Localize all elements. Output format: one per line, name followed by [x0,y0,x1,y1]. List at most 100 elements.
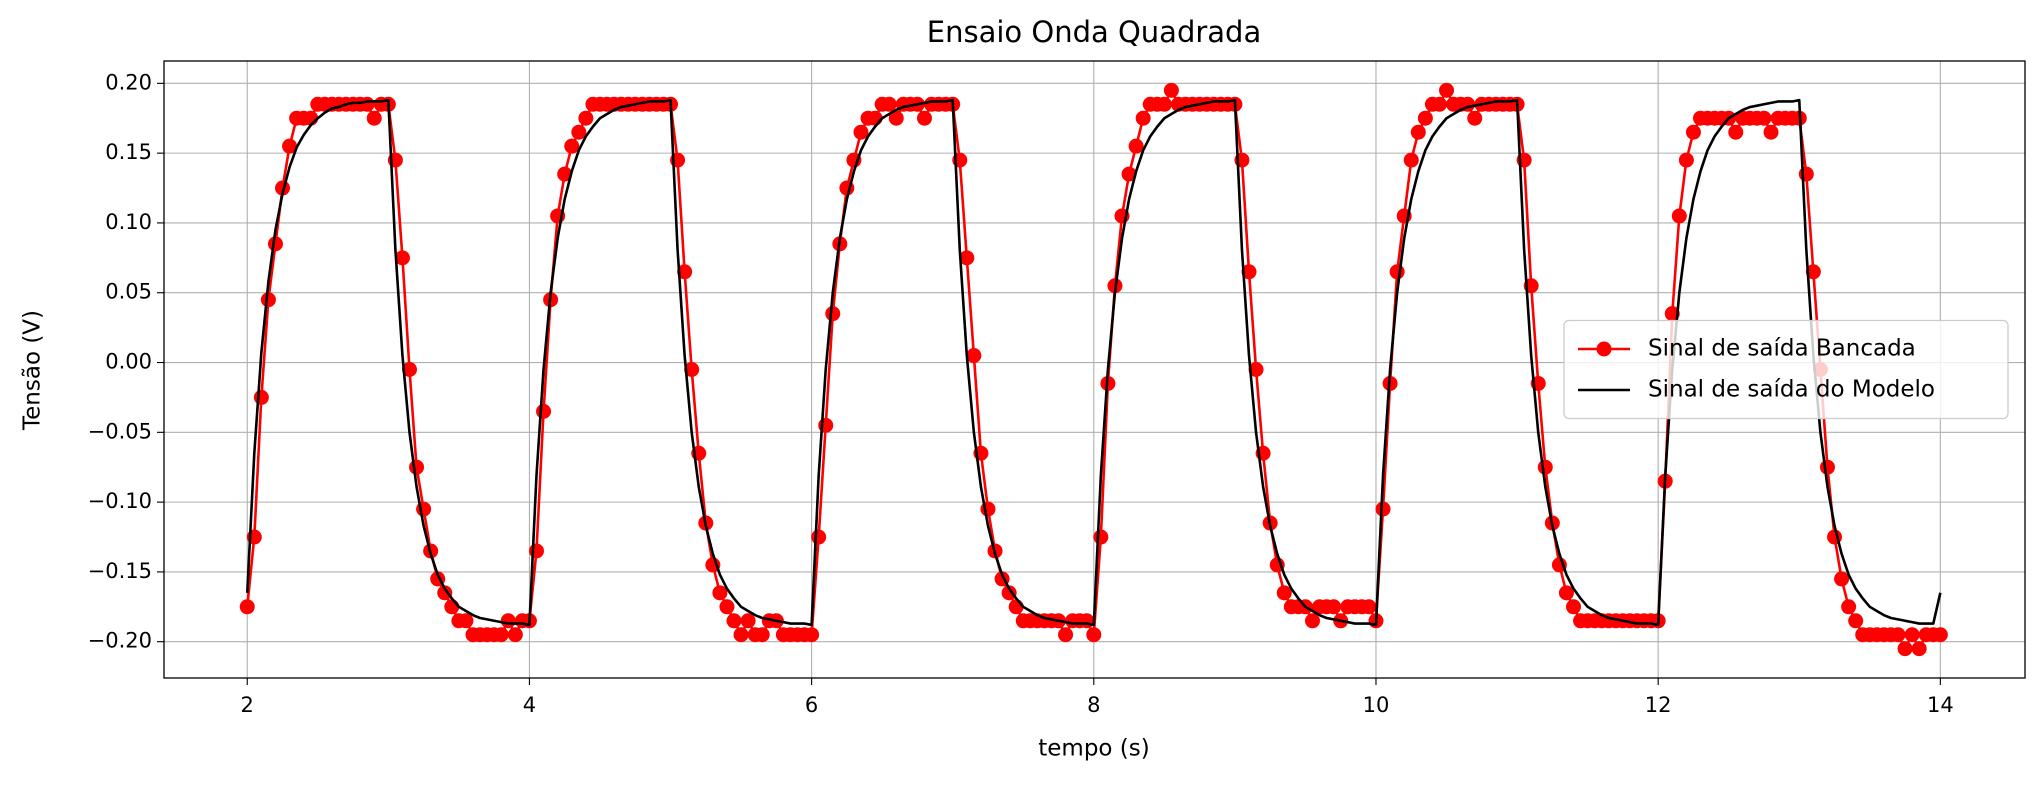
data-point [1093,529,1109,545]
data-point [253,389,269,405]
x-tick-label: 2 [241,693,254,717]
legend-label: Sinal de saída Bancada [1648,336,1916,362]
data-point [959,250,975,266]
data-point [1756,110,1772,126]
data-point [733,627,749,643]
data-point [1241,264,1257,280]
data-point [578,110,594,126]
data-point [1834,571,1850,587]
data-point [1403,152,1419,168]
data-point [359,96,375,112]
data-point [684,362,700,377]
data-point [1156,96,1172,112]
y-tick-label: −0.15 [88,559,152,583]
data-point [1389,264,1405,280]
data-point [916,110,932,126]
data-point [867,110,883,126]
data-point [493,627,509,643]
data-point [881,96,897,112]
legend-label: Sinal de saída do Modelo [1648,377,1935,403]
data-point [1678,152,1694,168]
y-tick-label: 0.05 [105,280,152,304]
data-point [1819,459,1835,475]
data-point [740,613,756,629]
data-point [1890,627,1906,643]
data-point [366,110,382,126]
data-point [1897,641,1913,657]
data-point [1128,138,1144,154]
data-point [1537,459,1553,475]
data-point [239,599,255,615]
data-point [712,585,728,601]
data-point [1671,208,1687,224]
data-point [811,529,827,545]
data-point [1058,627,1074,643]
data-point [394,250,410,266]
data-point [536,403,552,419]
data-point [1121,166,1137,182]
y-tick-label: −0.20 [88,629,152,653]
data-point [1079,613,1095,629]
legend: Sinal de saída Bancada Sinal de saída do … [1563,319,2009,420]
legend-box [1563,319,2009,420]
data-point [853,124,869,140]
data-point [888,110,904,126]
data-point [754,627,770,643]
x-tick-label: 14 [1927,693,1954,717]
data-point [1439,82,1455,98]
data-point [564,138,580,154]
y-tick-label: 0.15 [105,140,152,164]
data-point [726,613,742,629]
x-tick-label: 4 [523,693,536,717]
data-point [1558,585,1574,601]
data-point [1163,82,1179,98]
data-point [1304,613,1320,629]
data-point [1326,599,1342,615]
data-point [437,585,453,601]
data-point [528,543,544,559]
data-point [1848,613,1864,629]
data-point [719,599,735,615]
data-point [1763,124,1779,140]
data-point [1566,599,1582,615]
chart-title: Ensaio Onda Quadrada [927,15,1261,49]
x-tick-label: 8 [1087,693,1100,717]
data-point [825,306,841,322]
data-point [804,627,820,643]
data-point [444,599,460,615]
data-point [1135,110,1151,126]
data-point [677,264,693,280]
data-point [557,166,573,182]
data-point [260,292,276,308]
legend-marker [1596,341,1612,357]
x-tick-label: 12 [1645,693,1672,717]
data-point [1728,124,1744,140]
data-point [1932,627,1948,643]
data-point [571,124,587,140]
y-tick-label: −0.10 [88,489,152,513]
data-point [1008,599,1024,615]
data-point [507,627,523,643]
data-point [267,236,283,252]
data-point [1361,599,1377,615]
data-point [1467,110,1483,126]
y-axis-label: Tensão (V) [20,310,46,431]
y-tick-label: 0.00 [105,350,152,374]
series-line [245,98,1942,627]
data-point [1417,110,1433,126]
data-point [1911,641,1927,657]
y-tick-label: −0.05 [88,419,152,443]
data-point [1431,96,1447,112]
data-point [1685,124,1701,140]
data-point [458,613,474,629]
data-point [1375,501,1391,517]
y-tick-label: 0.10 [105,210,152,234]
data-point [1805,264,1821,280]
data-point [500,613,516,629]
data-point [1410,124,1426,140]
data-point [1841,599,1857,615]
data-point [1904,627,1920,643]
data-point [1276,585,1292,601]
data-point [409,459,425,475]
